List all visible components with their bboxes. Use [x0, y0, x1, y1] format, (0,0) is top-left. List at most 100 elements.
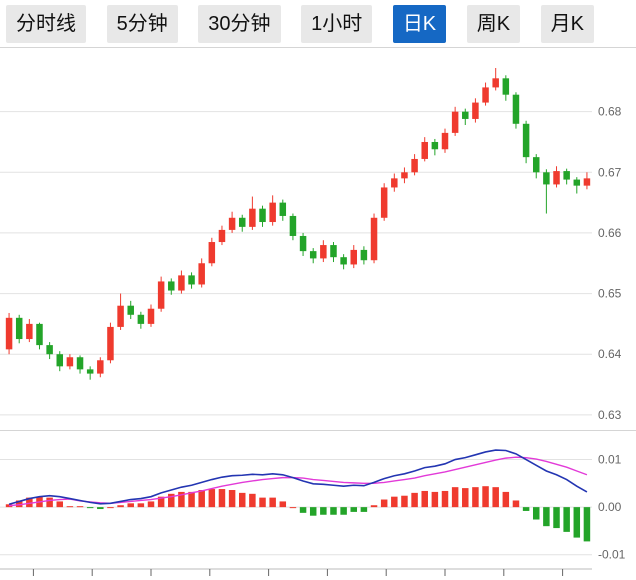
tab-daily-k[interactable]: 日K	[392, 4, 447, 43]
macd-histogram-bar	[401, 495, 408, 508]
candle-body	[431, 141, 439, 150]
candle-body	[107, 326, 114, 361]
macd-histogram-bar	[431, 491, 439, 508]
candle-body	[583, 178, 591, 186]
candle-body	[218, 229, 226, 243]
tab-1hour[interactable]: 1小时	[301, 4, 373, 43]
macd-histogram-bar	[5, 504, 13, 508]
price-axis-label: 0.68	[598, 105, 622, 119]
tab-30min[interactable]: 30分钟	[198, 4, 281, 43]
candle-body	[573, 179, 581, 186]
candle-body	[340, 257, 347, 265]
candle-body	[482, 87, 489, 103]
macd-histogram-bar	[279, 501, 287, 508]
macd-histogram-bar	[583, 507, 591, 542]
macd-histogram-bar	[299, 507, 307, 513]
candle-body	[512, 94, 520, 124]
macd-pane[interactable]: 0.01 0.00 -0.01	[0, 430, 636, 580]
macd-histogram-bar	[56, 501, 64, 508]
macd-histogram-bar	[451, 487, 459, 508]
macd-histogram-bar	[380, 499, 388, 508]
candle-body	[97, 360, 104, 374]
candle-body	[137, 314, 145, 324]
macd-histogram-bar	[543, 507, 550, 527]
candlestick-pane[interactable]: 0.68 0.67 0.66 0.65 0.64 0.63	[0, 48, 636, 430]
price-axis-label: 0.65	[598, 287, 622, 301]
macd-histogram-bar	[472, 487, 479, 508]
macd-histogram-bar	[86, 507, 94, 509]
macd-histogram-bar	[218, 489, 226, 508]
candle-body	[178, 275, 185, 291]
candle-body	[370, 217, 378, 261]
candle-body	[380, 187, 388, 218]
candle-body	[117, 305, 124, 327]
macd-histogram-bar	[482, 486, 489, 508]
dea-line	[9, 456, 588, 507]
candle-body	[360, 249, 368, 261]
candle-body	[320, 245, 327, 259]
macd-histogram-bar	[391, 496, 398, 508]
macd-histogram-bar	[259, 497, 266, 508]
macd-histogram-bar	[441, 490, 449, 508]
macd-histogram-bar	[137, 503, 145, 508]
macd-histogram-bar	[320, 507, 327, 515]
tab-weekly-k[interactable]: 周K	[466, 4, 521, 43]
candle-body	[543, 172, 550, 185]
candle-body	[401, 172, 408, 179]
candle-body	[299, 235, 307, 252]
candle-body	[147, 308, 155, 324]
macd-histogram-bar	[46, 497, 53, 508]
macd-histogram-bar	[309, 507, 317, 516]
candle-body	[127, 305, 134, 315]
candle-body	[238, 217, 246, 227]
price-axis-label: 0.67	[598, 165, 622, 179]
macd-histogram-bar	[127, 503, 134, 508]
candle-body	[86, 369, 94, 374]
dif-line	[8, 449, 588, 506]
candle-body	[289, 215, 297, 236]
candle-body	[76, 357, 84, 370]
candle-body	[66, 357, 74, 367]
price-axis-label: 0.66	[598, 226, 622, 240]
tab-monthly-k[interactable]: 月K	[540, 4, 594, 43]
candle-body	[36, 323, 43, 346]
macd-axis-label: 0.00	[598, 500, 622, 514]
macd-histogram-bar	[522, 507, 530, 511]
candle-body	[157, 281, 165, 309]
price-chart[interactable]: 0.68 0.67 0.66 0.65 0.64 0.63	[0, 48, 636, 430]
macd-histogram-bar	[269, 497, 276, 508]
macd-histogram-bar	[289, 507, 297, 509]
macd-histogram-bar	[168, 493, 175, 508]
candle-body	[563, 171, 570, 180]
candle-body	[522, 123, 530, 158]
tab-minute-line[interactable]: 分时线	[6, 4, 86, 43]
macd-histogram-bar	[228, 490, 236, 508]
macd-histogram-bar	[117, 505, 124, 508]
candle-body	[492, 78, 499, 88]
macd-histogram-bar	[238, 492, 246, 508]
macd-histogram-bar	[370, 505, 378, 508]
candle-body	[56, 354, 64, 367]
macd-histogram-bar	[76, 506, 84, 508]
candle-body	[330, 245, 337, 258]
macd-chart[interactable]: 0.01 0.00 -0.01	[0, 431, 636, 580]
macd-histogram-bar	[178, 491, 185, 508]
macd-histogram-bar	[573, 507, 581, 538]
candle-body	[249, 208, 256, 227]
timeframe-tabbar: 分时线 5分钟 30分钟 1小时 日K 周K 月K	[0, 0, 636, 48]
macd-histogram-bar	[107, 507, 114, 509]
candle-body	[168, 281, 175, 291]
macd-histogram-bar	[15, 500, 23, 508]
macd-histogram-bar	[502, 491, 510, 508]
tab-5min[interactable]: 5分钟	[106, 4, 178, 43]
macd-histogram-bar	[512, 500, 520, 508]
candle-body	[208, 242, 216, 264]
macd-histogram-bar	[411, 492, 418, 508]
macd-histogram-bar	[188, 491, 195, 508]
candle-body	[502, 78, 510, 95]
candle-body	[269, 202, 276, 223]
macd-histogram-bar	[97, 507, 104, 510]
price-axis-label: 0.64	[598, 347, 622, 361]
candle-body	[259, 208, 266, 223]
candle-body	[198, 263, 205, 285]
